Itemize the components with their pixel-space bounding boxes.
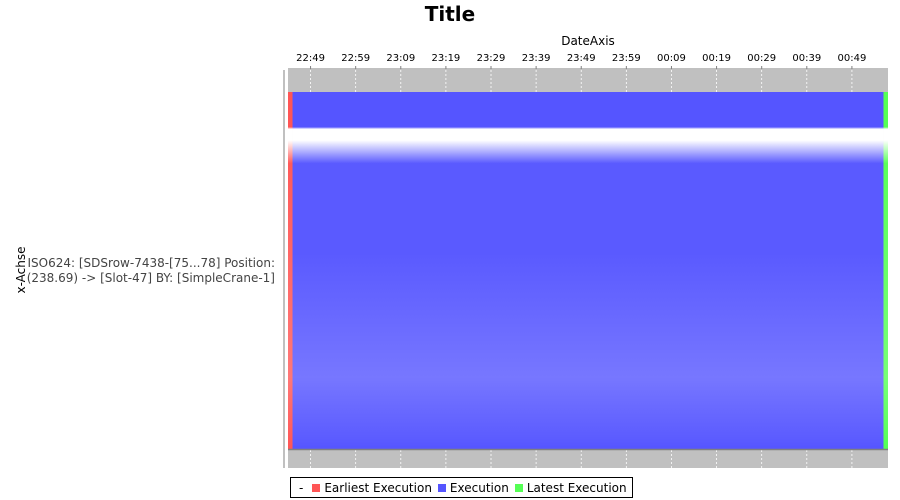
chart-title: Title (425, 2, 475, 26)
time-tick-label: 23:59 (612, 53, 641, 64)
time-tick-label: 00:39 (792, 53, 821, 64)
time-axis-label: DateAxis (561, 34, 615, 48)
time-tick-label: 00:49 (837, 53, 866, 64)
legend-label-execution: Execution (449, 480, 509, 495)
category-axis-label: x-Achse (14, 246, 28, 293)
time-tick-label: 00:29 (747, 53, 776, 64)
gantt-bars (288, 92, 888, 449)
legend-swatch-earliest (312, 483, 321, 492)
legend-swatch-latest (514, 483, 523, 492)
category-label-line2: (238.69) -> [Slot-47] BY: [SimpleCrane-1… (27, 271, 275, 285)
time-tick-label: 23:29 (477, 53, 506, 64)
legend-item-execution: Execution (437, 480, 509, 495)
legend-item-earliest: Earliest Execution (312, 481, 432, 495)
legend-label-latest: Latest Execution (526, 480, 627, 495)
time-tick-label: 23:49 (567, 53, 596, 64)
time-tick-label: 23:09 (386, 53, 415, 64)
task-bar-execution (292, 92, 884, 449)
time-tick-label: 23:39 (522, 53, 551, 64)
time-tick-label: 00:19 (702, 53, 731, 64)
legend-swatch-execution (437, 483, 446, 492)
time-tick-label: 23:19 (431, 53, 460, 64)
time-tick-label: 22:49 (296, 53, 325, 64)
task-bar-latest-execution (883, 92, 888, 449)
legend-dash: - (299, 480, 304, 495)
legend: - Earliest Execution Execution Latest Ex… (290, 477, 633, 498)
task-bar-earliest-execution (288, 92, 293, 449)
time-tick-label: 22:59 (341, 53, 370, 64)
category-label-line1: ISO624: [SDSrow-7438-[75...78] Position: (28, 256, 275, 270)
legend-label-earliest: Earliest Execution (324, 480, 432, 495)
time-axis: 22:49 22:59 23:09 23:19 23:29 23:39 23:49 23:59… (296, 53, 866, 69)
time-tick-label: 00:09 (657, 53, 686, 64)
legend-item-latest: Latest Execution (514, 480, 627, 495)
